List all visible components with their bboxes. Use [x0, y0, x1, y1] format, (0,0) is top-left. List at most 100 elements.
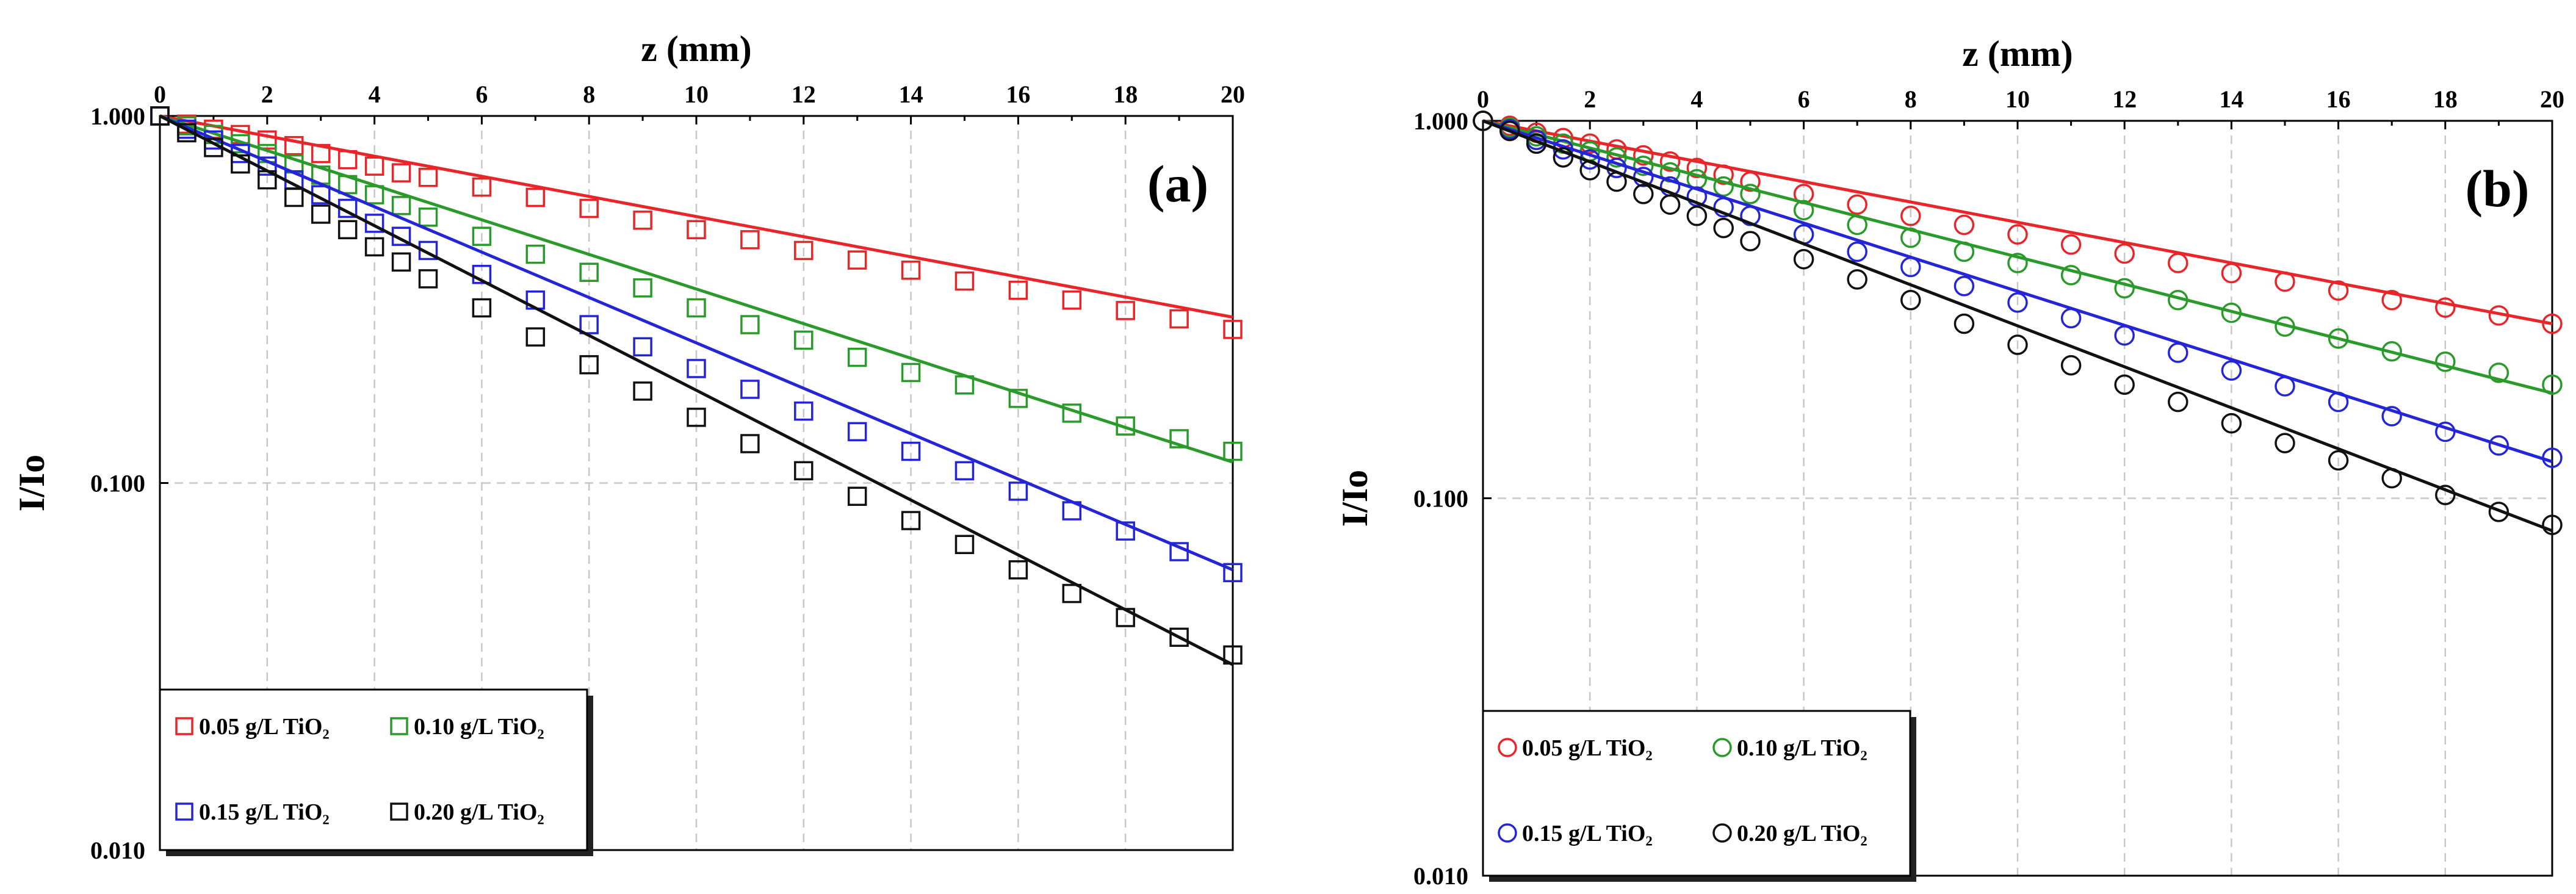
data-point [579, 262, 599, 282]
data-point [1740, 184, 1761, 204]
data-point [847, 250, 867, 270]
data-point [2114, 278, 2135, 299]
data-point [794, 401, 814, 421]
data-point [2381, 467, 2402, 489]
data-point [1900, 227, 1921, 248]
data-point [1713, 164, 1734, 185]
data-point [2168, 290, 2188, 311]
chart-panel-b: 0 2 4 6 8 10 12 14 16 18 20 0.010 0.100 1.000 z (mm) I/… [1335, 34, 2564, 890]
x-tick-label: 12 [2112, 85, 2137, 113]
data-point [525, 244, 546, 264]
data-point [1793, 200, 1814, 221]
data-point [2221, 360, 2242, 381]
data-point [2381, 290, 2402, 311]
data-point [740, 230, 760, 250]
data-point [311, 204, 331, 224]
x-tick-label: 16 [1006, 81, 1030, 108]
legend-label: 0.05 g/L TiO₂ [1522, 735, 1653, 761]
data-point [2328, 450, 2349, 471]
data-point [740, 380, 760, 399]
y-tick-label: 0.100 [90, 470, 145, 497]
x-tick-label: 4 [369, 81, 381, 108]
data-point [633, 381, 652, 401]
y-tick-label: 0.100 [1413, 485, 1468, 513]
data-point [391, 252, 411, 272]
data-point [2381, 406, 2402, 427]
data-point [1553, 147, 1574, 168]
x-tick-label: 16 [2326, 85, 2351, 113]
panel-label: (a) [1147, 154, 1208, 213]
data-point [1008, 280, 1028, 300]
data-point [579, 198, 599, 218]
data-point [1900, 290, 1921, 311]
chart-panel-a: 0 2 4 6 8 10 12 14 16 18 20 0.010 0.100 1.000 z (mm) I/… [12, 29, 1245, 864]
data-point [847, 486, 867, 506]
x-tick-label: 20 [1221, 81, 1245, 108]
data-point [847, 347, 867, 367]
data-point [2542, 313, 2563, 334]
data-point [1008, 481, 1028, 501]
data-point [687, 298, 706, 318]
x-tick-label: 8 [1905, 85, 1917, 113]
data-point [2328, 280, 2349, 301]
data-point [2060, 265, 2082, 286]
fit-line-series-4 [1482, 119, 2553, 533]
legend-label: 0.10 g/L TiO₂ [414, 714, 544, 740]
data-point [1740, 205, 1761, 226]
data-point [2435, 351, 2456, 372]
data-point [2007, 292, 2028, 313]
data-point [1793, 248, 1814, 270]
y-tick-label: 1.000 [90, 103, 145, 130]
data-point [1847, 241, 1867, 262]
data-point [1847, 214, 1867, 236]
data-point [1169, 542, 1189, 561]
data-point [1169, 429, 1189, 449]
data-point [1740, 231, 1761, 251]
data-point [633, 211, 652, 230]
data-point [258, 130, 277, 150]
data-point [150, 106, 170, 126]
data-point [794, 461, 814, 481]
data-point [2114, 325, 2135, 346]
fit-line-series-4 [159, 114, 1234, 666]
legend: 0.05 g/L TiO₂ 0.10 g/L TiO₂ 0.15 g/L TiO₂ 0… [1482, 710, 1916, 882]
x-tick-label: 0 [1477, 85, 1489, 113]
legend-marker [1498, 823, 1517, 843]
x-tick-label: 2 [261, 81, 273, 108]
data-point [2060, 355, 2082, 376]
data-point [1847, 269, 1867, 290]
x-axis-title: z (mm) [1962, 34, 2073, 74]
data-point [1606, 171, 1627, 192]
data-point [1062, 290, 1082, 310]
data-point [1116, 608, 1135, 627]
data-point [794, 330, 814, 350]
data-point [284, 135, 304, 156]
y-axis-title: I/Io [12, 455, 52, 511]
data-point [794, 240, 814, 261]
data-point [2221, 262, 2242, 284]
data-point [418, 240, 438, 261]
x-tick-label: 20 [2540, 85, 2564, 113]
fit-line-series-2 [1482, 119, 2553, 395]
data-point [2275, 316, 2295, 337]
data-point [2381, 341, 2402, 362]
plot-frame [1482, 120, 2553, 877]
data-point [954, 535, 975, 554]
data-point [2221, 302, 2242, 323]
data-point [337, 175, 358, 195]
legend-label: 0.20 g/L TiO₂ [414, 799, 544, 825]
data-point [1499, 120, 1520, 142]
data-point [2007, 253, 2028, 273]
data-point [337, 150, 358, 170]
data-point [364, 214, 384, 233]
data-point [1223, 563, 1243, 583]
x-tick-label: 12 [792, 81, 816, 108]
data-point [2542, 447, 2563, 468]
data-point [1526, 133, 1547, 154]
data-point [687, 359, 706, 378]
data-point [1847, 194, 1867, 215]
fit-line-series-1 [159, 114, 1233, 319]
data-point [1606, 147, 1627, 168]
fit-line-series-3 [1482, 119, 2553, 463]
data-point [1713, 217, 1734, 239]
